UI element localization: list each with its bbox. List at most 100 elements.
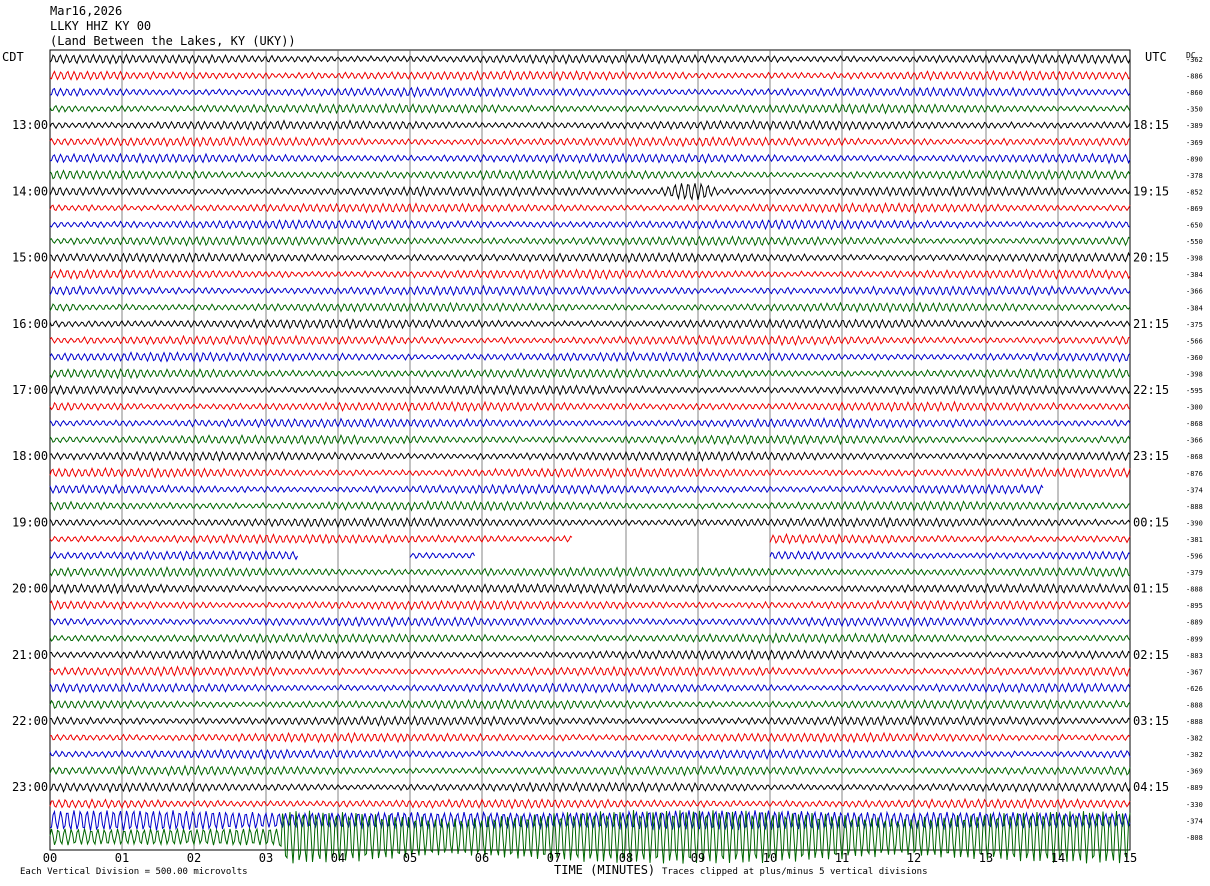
dc-offset-label: -390 — [1186, 519, 1203, 527]
dc-offset-label: -375 — [1186, 321, 1203, 329]
seismic-trace — [49, 334, 1131, 347]
dc-offset-label: -382 — [1186, 751, 1203, 759]
dc-offset-label: -330 — [1186, 801, 1203, 809]
dc-offset-label: -626 — [1186, 685, 1203, 693]
dc-offset-label: -888 — [1186, 503, 1203, 511]
x-axis-title: TIME (MINUTES) — [554, 863, 656, 877]
cdt-hour-label: 19:00 — [12, 515, 48, 529]
dc-offset-label: -550 — [1186, 238, 1203, 246]
dc-offset-label: -382 — [1186, 735, 1203, 743]
seismic-trace — [49, 450, 1131, 462]
station-label: LLKY HHZ KY 00 — [50, 19, 152, 33]
dc-offset-label: -888 — [1186, 586, 1203, 594]
dc-offset-label: -650 — [1186, 222, 1203, 230]
dc-offset-label: -895 — [1186, 602, 1203, 610]
seismic-trace — [49, 632, 1131, 645]
dc-offset-label: -379 — [1186, 569, 1203, 577]
seismic-trace — [409, 551, 475, 560]
seismic-trace — [49, 318, 1131, 330]
clip-note: Traces clipped at plus/minus 5 vertical … — [662, 867, 928, 877]
utc-hour-label: 00:15 — [1133, 515, 1169, 529]
x-tick-label: 05 — [403, 851, 417, 865]
x-tick-label: 12 — [907, 851, 921, 865]
seismic-trace — [49, 810, 1131, 864]
seismic-trace — [49, 69, 1131, 82]
x-tick-label: 13 — [979, 851, 993, 865]
dc-offset-label: -398 — [1186, 255, 1203, 263]
seismic-trace — [49, 715, 1131, 727]
dc-offset-label: -566 — [1186, 337, 1203, 345]
dc-offset-label: -369 — [1186, 139, 1203, 147]
utc-hour-label: 21:15 — [1133, 317, 1169, 331]
dc-offset-label: -883 — [1186, 652, 1203, 660]
dc-offset-label: -362 — [1186, 56, 1203, 64]
utc-hour-label: 01:15 — [1133, 582, 1169, 596]
x-tick-label: 01 — [115, 851, 129, 865]
seismic-trace — [49, 781, 1131, 794]
seismic-trace — [49, 648, 1131, 661]
x-tick-label: 02 — [187, 851, 201, 865]
location-label: (Land Between the Lakes, KY (UKY)) — [50, 34, 296, 48]
plot-frame — [49, 49, 1131, 851]
dc-offset-label: -888 — [1186, 718, 1203, 726]
seismic-trace — [49, 466, 1131, 479]
seismic-trace — [49, 268, 1131, 281]
seismic-trace — [49, 301, 1131, 314]
dc-offset-label: -595 — [1186, 387, 1203, 395]
cdt-hour-label: 14:00 — [12, 184, 48, 198]
dc-offset-label: -852 — [1186, 188, 1203, 196]
dc-offset-label: -890 — [1186, 155, 1203, 163]
dc-offset-label: -350 — [1186, 106, 1203, 114]
utc-hour-label: 04:15 — [1133, 780, 1169, 794]
utc-hour-label: 18:15 — [1133, 118, 1169, 132]
dc-offset-label: -398 — [1186, 370, 1203, 378]
seismic-trace — [49, 665, 1131, 678]
seismic-trace — [49, 350, 1131, 363]
seismic-trace — [49, 284, 1131, 297]
dc-offset-label: -300 — [1186, 404, 1203, 412]
dc-label: DC — [1186, 51, 1196, 60]
seismic-trace — [49, 582, 1131, 595]
cdt-hour-label: 23:00 — [12, 780, 48, 794]
dc-offset-label: -369 — [1186, 768, 1203, 776]
cdt-hour-label: 17:00 — [12, 383, 48, 397]
dc-offset-label: -366 — [1186, 288, 1203, 296]
dc-offset-label: -367 — [1186, 668, 1203, 676]
dc-offset-label: -876 — [1186, 470, 1203, 478]
seismic-trace — [49, 809, 1131, 832]
seismic-trace — [769, 550, 1131, 561]
cdt-hour-label: 13:00 — [12, 118, 48, 132]
dc-offset-label: -868 — [1186, 420, 1203, 428]
seismic-trace — [49, 218, 1131, 231]
seismic-trace — [49, 400, 1131, 413]
cdt-hour-label: 22:00 — [12, 714, 48, 728]
seismic-trace — [49, 135, 1131, 148]
cdt-axis-title: CDT — [2, 50, 24, 64]
seismic-trace — [49, 433, 1131, 446]
x-tick-label: 07 — [547, 851, 561, 865]
seismic-trace — [49, 599, 1131, 611]
dc-offset-label: -384 — [1186, 271, 1203, 279]
dc-offset-label: -378 — [1186, 172, 1203, 180]
x-tick-label: 08 — [619, 851, 633, 865]
dc-offset-label: -860 — [1186, 89, 1203, 97]
x-tick-label: 04 — [331, 851, 345, 865]
dc-offset-label: -360 — [1186, 354, 1203, 362]
dc-offset-label: -888 — [1186, 701, 1203, 709]
cdt-hour-label: 15:00 — [12, 251, 48, 265]
x-tick-label: 11 — [835, 851, 849, 865]
dc-offset-label: -596 — [1186, 553, 1203, 561]
dc-offset-label: -889 — [1186, 619, 1203, 627]
seismic-trace — [49, 483, 1044, 496]
x-tick-label: 00 — [43, 851, 57, 865]
date-label: Mar16,2026 — [50, 4, 123, 18]
seismic-trace — [49, 748, 1131, 761]
cdt-hour-label: 18:00 — [12, 449, 48, 463]
seismic-trace — [49, 764, 1131, 777]
cdt-hour-label: 20:00 — [12, 582, 48, 596]
seismic-trace — [49, 182, 1131, 201]
seismic-trace — [49, 119, 1131, 132]
seismic-trace — [49, 201, 1131, 214]
seismic-trace — [49, 152, 1131, 165]
